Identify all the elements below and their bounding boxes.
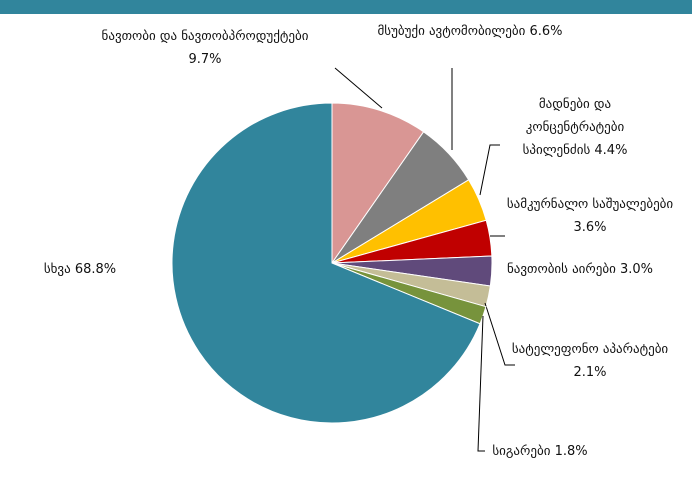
slice-label: მადნები და კონცენტრატები სპილენძის 4.4% xyxy=(500,93,650,162)
leader-line xyxy=(484,302,515,366)
value-label: 4.4% xyxy=(594,143,628,158)
leader-line xyxy=(479,144,500,196)
leader-line xyxy=(477,315,485,452)
category-name: მსუბუქი ავტომობილები xyxy=(377,24,526,39)
value-label: 1.8% xyxy=(554,444,588,459)
category-name: მადნები და კონცენტრატები სპილენძის xyxy=(522,97,625,158)
value-label: 6.6% xyxy=(529,24,563,39)
leader-line xyxy=(334,67,383,109)
category-name: სხვა xyxy=(43,262,71,277)
pie-slice xyxy=(331,102,425,265)
top-band xyxy=(0,0,692,14)
category-name: სამკურნალო საშუალებები xyxy=(506,197,674,212)
value-label: 3.0% xyxy=(619,262,653,277)
category-name: სიგარები xyxy=(492,444,551,459)
slice-label: მსუბუქი ავტომობილები 6.6% xyxy=(365,20,575,43)
slice-label: სიგარები 1.8% xyxy=(480,440,600,463)
slice-label: სატელეფონო აპარატები 2.1% xyxy=(510,338,670,384)
value-label: 2.1% xyxy=(573,365,607,380)
slice-label: ნავთობი და ნავთობპროდუქტები 9.7% xyxy=(85,25,325,71)
category-name: სატელეფონო აპარატები xyxy=(511,342,669,357)
slice-label: სამკურნალო საშუალებები 3.6% xyxy=(505,193,675,239)
category-name: ნავთობის აირები xyxy=(507,262,616,277)
slice-label: სხვა 68.8% xyxy=(20,258,140,281)
value-label: 9.7% xyxy=(188,52,222,67)
category-name: ნავთობი და ნავთობპროდუქტები xyxy=(101,29,309,44)
value-label: 3.6% xyxy=(573,220,607,235)
slice-label: ნავთობის აირები 3.0% xyxy=(505,258,655,281)
pie-slice xyxy=(171,102,481,424)
value-label: 68.8% xyxy=(74,262,117,277)
